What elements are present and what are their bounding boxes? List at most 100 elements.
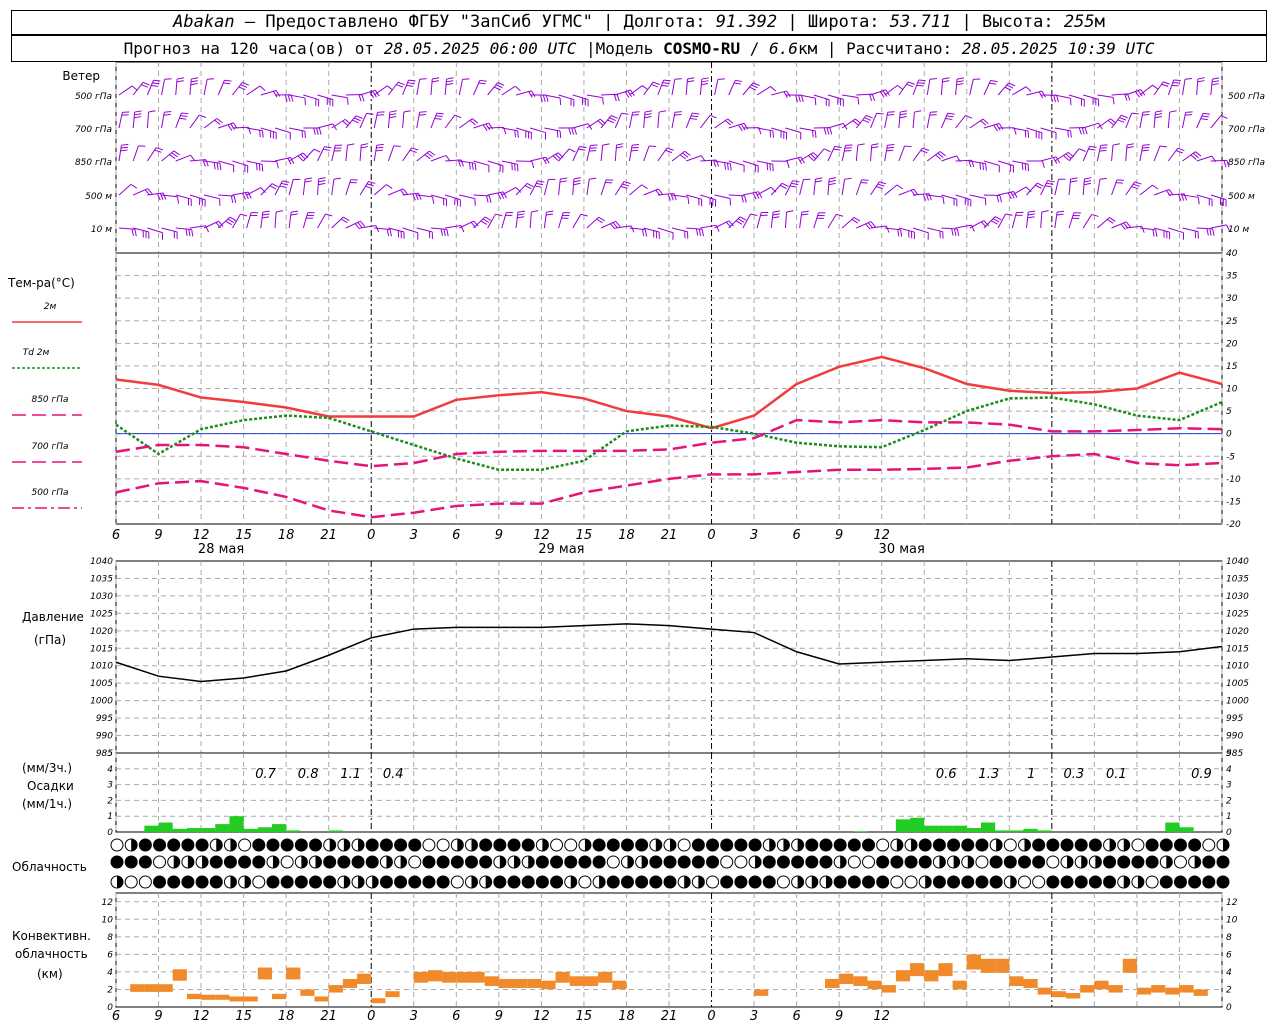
cloud-symbol-half (372, 876, 379, 888)
wind-barb-feather (701, 80, 709, 83)
cloud-symbol (1060, 875, 1074, 889)
wind-barb-feather (1035, 184, 1042, 189)
wind-barb-feather (376, 143, 384, 146)
cloud-symbol (436, 838, 450, 852)
wind-barb-feather (1180, 193, 1185, 201)
longitude-value: 91.392 (715, 12, 778, 32)
precip-bar (1037, 830, 1052, 832)
wind-barb-feather (1041, 90, 1046, 98)
wind-barb-feather (343, 216, 350, 222)
wind-barb-feather (419, 113, 427, 116)
wind-barb-feather (751, 84, 758, 89)
cloud-symbol (1088, 838, 1102, 852)
wind-barb-feather (375, 225, 380, 233)
cloud-symbol (507, 838, 521, 852)
wind-barb-feather (1137, 90, 1143, 97)
wind-barb-shaft (997, 213, 1007, 229)
wind-barb-feather (779, 184, 787, 190)
conv-bar (271, 993, 287, 1000)
conv-xtick: 12 (533, 1009, 550, 1024)
cloud-symbol (153, 855, 167, 869)
wind-barb-feather (190, 80, 198, 83)
wind-barb-feather (500, 192, 505, 199)
wind-barb-feather (828, 180, 836, 183)
cloud-symbol (138, 838, 152, 852)
wind-barb-feather (1089, 145, 1097, 148)
temp-xtick: 6 (452, 528, 460, 543)
wind-barb-feather (621, 112, 629, 115)
temp-tick-right: -20 (1226, 520, 1241, 530)
wind-barb-feather (970, 224, 975, 232)
wind-barb-feather (896, 184, 904, 190)
cloud-symbol (564, 838, 578, 852)
conv-bar (1165, 987, 1180, 995)
wind-barb-feather (1112, 143, 1120, 146)
wind-barb-feather (979, 162, 982, 170)
wind-barb-feather (318, 177, 326, 180)
wind-barb-feather (313, 127, 316, 135)
wind-barb-feather (815, 180, 823, 183)
cloud-symbol-half (1137, 876, 1144, 888)
wind-barb-shaft (785, 127, 801, 134)
wind-barb-feather (1028, 210, 1036, 213)
wind-barb-feather (1155, 110, 1163, 113)
wind-barb-shaft (799, 179, 804, 196)
cloud-symbol (1188, 838, 1202, 852)
wind-barb-feather (735, 220, 743, 225)
wind-barb-feather (871, 146, 879, 149)
wind-barb-feather (407, 82, 415, 85)
wind-barb-feather (1119, 117, 1127, 121)
wind-barb-feather (829, 127, 833, 135)
wind-level-right: 700 гПа (1228, 125, 1265, 135)
conv-xtick: 9 (495, 1009, 503, 1024)
cloud-symbol (947, 875, 961, 889)
wind-barb-feather (281, 182, 289, 186)
cloud-symbol (1188, 875, 1202, 889)
temp-legend-label-0: 2м (44, 302, 57, 312)
precip-bar (910, 817, 925, 832)
wind-barb-feather (287, 94, 291, 102)
wind-level-left: 500 гПа (75, 92, 112, 102)
wind-barb-feather (596, 218, 603, 224)
conv-bar (1122, 958, 1137, 973)
wind-barb-feather (876, 112, 884, 115)
wind-barb-feather (744, 195, 747, 203)
conv-tick-left: 6 (107, 950, 113, 960)
wind-barb-feather (454, 114, 462, 119)
wind-barb-feather (622, 183, 630, 187)
date-label: 29 мая (538, 542, 584, 557)
cloud-symbol-half (499, 856, 506, 868)
wind-barb-feather (1013, 191, 1018, 198)
cloud-symbol (1131, 855, 1145, 869)
wind-barb-shaft (147, 227, 163, 234)
wind-barb-shaft (870, 113, 878, 129)
precip-title: Осадки (27, 779, 74, 793)
wind-barb-feather (445, 155, 451, 162)
separator: | (826, 39, 837, 58)
cloud-symbol (1060, 838, 1074, 852)
wind-barb-feather (989, 82, 997, 85)
cloud-symbol (932, 838, 946, 852)
wind-barb-feather (1141, 149, 1149, 152)
conv-bar (881, 985, 896, 993)
temp-xtick: 21 (661, 528, 678, 543)
wind-barb-feather (786, 161, 790, 169)
cloud-symbol (620, 838, 634, 852)
pressure-tick-left: 1000 (90, 697, 113, 707)
wind-barb-shaft (161, 194, 178, 198)
wind-barb-shaft (827, 122, 844, 129)
wind-barb-shaft (827, 214, 837, 229)
wind-barb-shaft (714, 194, 731, 200)
cloud-symbol (110, 838, 124, 852)
wind-barb-feather (786, 210, 794, 213)
conv-bar (413, 971, 428, 983)
wind-barb-feather (602, 143, 610, 146)
cloud-symbol (167, 875, 181, 889)
temp-xtick: 0 (707, 528, 715, 543)
wind-barb-feather (352, 119, 359, 124)
wind-barb-feather (213, 162, 216, 170)
wind-barb-feather (624, 91, 630, 98)
cloud-symbol (677, 855, 691, 869)
wind-barb-feather (812, 130, 814, 138)
conv-unit: (км) (37, 967, 63, 981)
